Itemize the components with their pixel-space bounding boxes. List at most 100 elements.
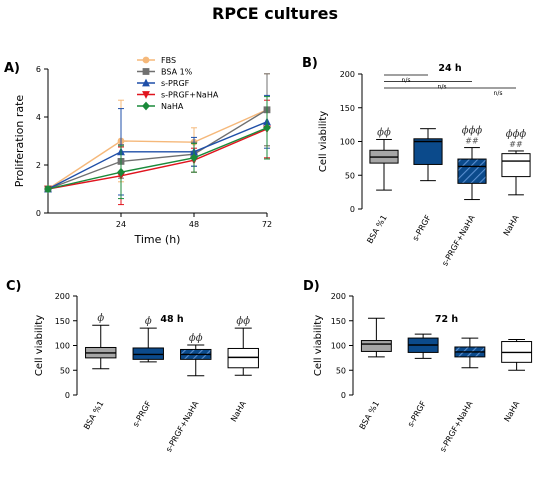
x-tick-label: 48 [189, 220, 199, 229]
x-tick-label: 24 [116, 220, 126, 229]
box-naha: ϕϕ [227, 316, 259, 376]
legend-entry: s-PRGF+NaHA [137, 91, 219, 100]
box-iqr [132, 347, 164, 360]
legend-entry: s-PRGF [137, 78, 190, 88]
box-s-prgf-naha [454, 337, 486, 369]
marker-triangle-up [142, 78, 150, 87]
box-naha [501, 339, 533, 371]
significance-mark: ϕ [145, 316, 152, 327]
x-tick-label: BSA %1 [365, 214, 388, 246]
x-tick-label: s-PRGF [131, 399, 153, 428]
figure-title: RPCE cultures [212, 4, 338, 23]
legend-entry: FBS [137, 56, 176, 65]
panel-label: C) [6, 279, 21, 294]
box-iqr [227, 347, 259, 369]
y-tick-label: 100 [331, 342, 346, 351]
y-axis-label: Cell viability [318, 111, 329, 172]
significance-mark: ϕϕ [377, 127, 391, 138]
panel-label: A) [4, 61, 20, 76]
legend-entry: BSA 1% [137, 68, 193, 77]
y-tick-label: 50 [60, 366, 70, 375]
marker-diamond [263, 123, 271, 133]
panel-d: D) 72 h 0 50 100 150 200 Cell viability BSA %1 s-… [303, 279, 533, 454]
box-iqr [501, 153, 531, 178]
comparison-label: n/s [438, 84, 447, 91]
x-tick-label: NaHA [502, 399, 521, 423]
significance-mark: ϕ [97, 313, 104, 324]
panel-label: D) [303, 279, 320, 294]
series-line [47, 109, 268, 190]
y-tick-label: 0 [36, 209, 41, 218]
comparison-label: n/s [402, 77, 411, 84]
box-iqr [413, 138, 443, 165]
box-iqr [360, 340, 392, 352]
x-tick-label: s-PRGF+NaHA [164, 399, 201, 454]
marker-diamond [142, 101, 150, 111]
panel-title: 72 h [435, 314, 459, 325]
x-tick-label: BSA %1 [358, 400, 381, 432]
panel-title: 48 h [160, 314, 184, 325]
series-line [47, 127, 268, 190]
significance-mark: ϕϕ [236, 316, 250, 327]
legend-label: s-PRGF [161, 79, 190, 88]
panel-b: B) 24 h 0 50 100 150 200 Cell viability ϕϕ BSA %1… [302, 56, 531, 268]
x-tick-label: NaHA [229, 399, 248, 423]
series-bsa-1- [44, 73, 271, 193]
x-tick-label: s-PRGF+NaHA [438, 399, 475, 454]
box-s-prgf [413, 128, 443, 182]
box-bsa-1 [360, 317, 392, 358]
x-tick-label: s-PRGF [411, 213, 433, 242]
y-tick-label: 0 [350, 205, 355, 214]
significance-mark: ϕϕϕ [506, 129, 527, 140]
panel-title: 24 h [438, 63, 462, 74]
x-tick-label: s-PRGF [406, 399, 428, 428]
box-s-prgf [407, 333, 439, 359]
legend-label: NaHA [161, 102, 184, 111]
box-s-prgf: ϕ [132, 316, 164, 363]
series-line [47, 109, 268, 190]
marker-diamond [190, 153, 198, 163]
y-tick-label: 0 [341, 391, 346, 400]
panel-c: C) 48 h 0 50 100 150 200 Cell viability ϕ BSA %1 ϕ… [6, 279, 259, 454]
y-tick-label: 150 [331, 317, 346, 326]
y-tick-label: 50 [345, 171, 355, 180]
y-tick-label: 4 [36, 113, 41, 122]
legend-label: BSA 1% [161, 68, 193, 77]
series-line [47, 121, 268, 190]
box-naha: ϕϕϕ## [501, 129, 531, 196]
box-bsa-1: ϕϕ [369, 127, 399, 191]
marker-diamond [117, 167, 125, 177]
panel-label: B) [302, 56, 318, 71]
y-tick-label: 100 [55, 342, 70, 351]
series-naha [44, 96, 271, 200]
comparison-label: n/s [494, 90, 503, 97]
legend-label: FBS [161, 56, 176, 65]
marker-circle [142, 56, 150, 64]
y-tick-label: 0 [65, 391, 70, 400]
y-axis-label: Cell viability [34, 315, 45, 376]
y-tick-label: 200 [331, 292, 346, 301]
legend-entry: NaHA [137, 101, 184, 111]
x-tick-label: 72 [262, 220, 272, 229]
y-axis-label: Proliferation rate [13, 95, 26, 188]
x-tick-label: s-PRGF+NaHA [440, 213, 477, 268]
box-bsa-1: ϕ [85, 313, 117, 370]
box-s-prgf-naha: ϕϕϕ## [457, 126, 487, 201]
box-s-prgf-naha: ϕϕ [180, 333, 212, 377]
box-iqr [457, 158, 487, 184]
series-s-prgf [44, 94, 271, 196]
y-tick-label: 200 [55, 292, 70, 301]
x-axis-label: Time (h) [134, 233, 181, 246]
significance-mark: ## [465, 137, 479, 146]
y-tick-label: 150 [55, 317, 70, 326]
significance-mark: ϕϕϕ [462, 126, 483, 137]
marker-square [142, 68, 150, 75]
y-tick-label: 150 [340, 104, 355, 113]
y-axis-label: Cell viability [313, 315, 324, 376]
series-fbs [44, 73, 271, 193]
y-tick-label: 2 [36, 161, 41, 170]
marker-triangle-down [142, 91, 150, 99]
legend-label: s-PRGF+NaHA [161, 91, 219, 100]
